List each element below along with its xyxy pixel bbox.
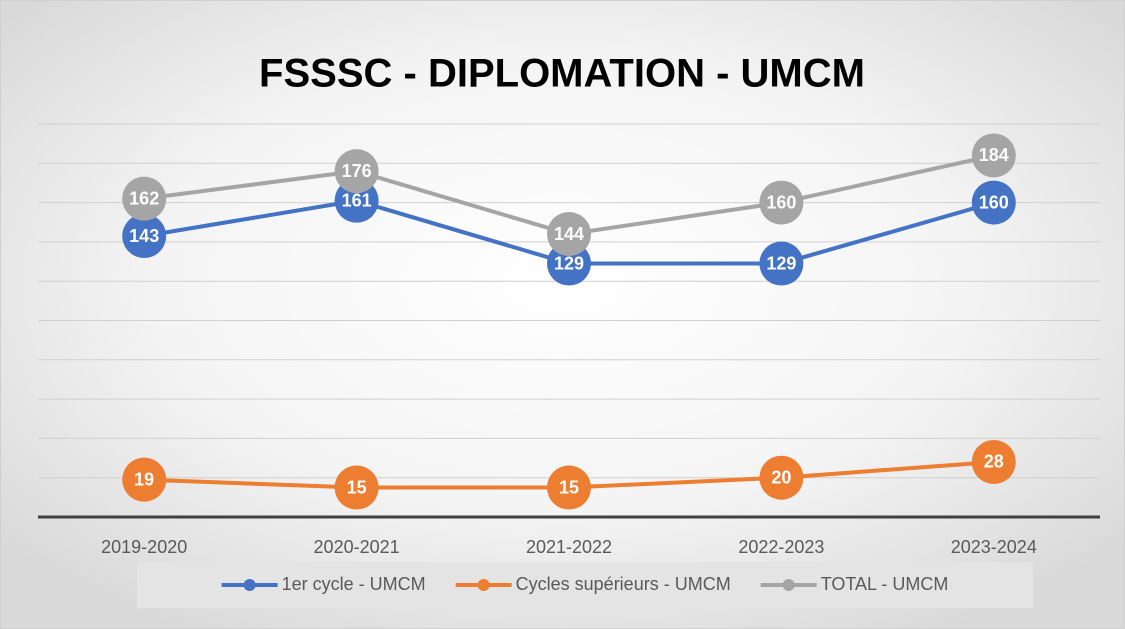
x-tick-label: 2019-2020: [101, 537, 187, 557]
x-tick-label: 2020-2021: [314, 537, 400, 557]
data-point: [971, 180, 1016, 225]
legend-swatch-dot: [782, 579, 795, 591]
data-point: [759, 180, 804, 225]
data-label: 129: [554, 253, 584, 273]
data-point: [122, 214, 167, 259]
x-tick-label: 2021-2022: [526, 537, 612, 557]
data-label: 184: [979, 145, 1009, 165]
data-label: 143: [129, 226, 159, 246]
data-point: [759, 455, 804, 500]
x-tick-label: 2023-2024: [951, 537, 1037, 557]
data-label: 160: [979, 192, 1009, 212]
data-label: 15: [559, 477, 579, 497]
data-point: [547, 212, 591, 257]
legend-swatch-dot: [243, 579, 256, 591]
data-label: 19: [134, 469, 154, 489]
legend-item: Cycles supérieurs - UMCM: [455, 574, 731, 594]
data-point: [334, 149, 379, 194]
data-label: 162: [129, 188, 159, 208]
legend-box: [137, 562, 1033, 608]
data-label: 20: [771, 467, 791, 487]
data-label: 144: [554, 224, 584, 244]
data-point: [122, 176, 167, 221]
data-label: 176: [342, 161, 372, 181]
chart-title: FSSSC - DIPLOMATION - UMCM: [259, 52, 865, 96]
data-label: 28: [984, 452, 1004, 472]
data-label: 15: [347, 477, 367, 497]
x-tick-label: 2022-2023: [738, 537, 824, 557]
data-point: [547, 465, 591, 510]
legend-item: 1er cycle - UMCM: [221, 574, 426, 594]
data-point: [122, 457, 167, 502]
data-point: [971, 439, 1016, 484]
data-point: [759, 241, 804, 286]
data-label: 161: [342, 190, 372, 210]
legend-label: TOTAL - UMCM: [821, 574, 949, 594]
data-point: [334, 465, 379, 510]
data-label: 160: [766, 192, 796, 212]
legend-label: Cycles supérieurs - UMCM: [516, 574, 731, 594]
legend-item: TOTAL - UMCM: [760, 574, 949, 594]
data-point: [971, 133, 1016, 178]
data-label: 129: [766, 253, 796, 273]
legend-swatch-dot: [477, 579, 490, 591]
legend-label: 1er cycle - UMCM: [282, 574, 426, 594]
